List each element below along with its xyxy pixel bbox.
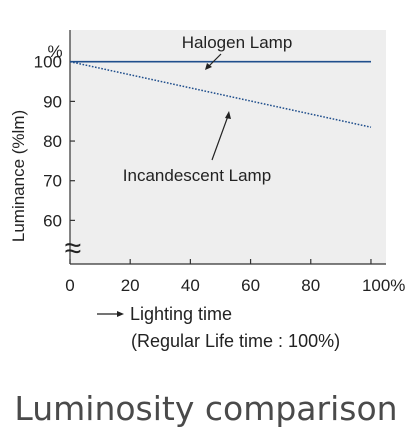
incandescent-arrowhead	[225, 111, 231, 119]
x-axis-title-arrowhead	[117, 311, 124, 317]
y-axis-title: Luminance (%lm)	[9, 110, 28, 242]
chart-caption: Luminosity comparison	[14, 389, 397, 428]
x-tick-label: 40	[181, 276, 200, 295]
incandescent-label-arrow	[211, 115, 229, 161]
axes	[69, 30, 386, 265]
series-lines	[69, 60, 372, 128]
x-tick-label: 100%	[362, 276, 405, 295]
x-tick-label: 20	[121, 276, 140, 295]
halogen-arrowhead	[205, 63, 212, 70]
axis-break-symbol: ≈	[65, 232, 81, 265]
y-tick-label: 60	[43, 211, 62, 230]
x-axis-note: (Regular Life time : 100%)	[131, 331, 340, 351]
y-tick-label: 90	[43, 92, 62, 111]
x-tick-label: 80	[301, 276, 320, 295]
incandescent-series-label: Incandescent Lamp	[123, 166, 271, 185]
halogen-label-arrow	[207, 53, 222, 68]
halogen-series-label: Halogen Lamp	[182, 33, 293, 52]
incandescent-lamp-line	[69, 60, 372, 128]
y-unit-label: %	[47, 42, 62, 61]
y-tick-labels: 60 70 80 90 100	[34, 53, 75, 230]
x-tick-label: 60	[241, 276, 260, 295]
x-axis-title: Lighting time	[130, 304, 232, 324]
plot-area	[70, 30, 386, 264]
y-tick-label: 80	[43, 132, 62, 151]
y-tick-label: 100	[34, 53, 62, 72]
x-tick-labels: 0 20 40 60 80 100%	[65, 259, 405, 295]
y-tick-label: 70	[43, 172, 62, 191]
x-tick-label: 0	[65, 276, 74, 295]
